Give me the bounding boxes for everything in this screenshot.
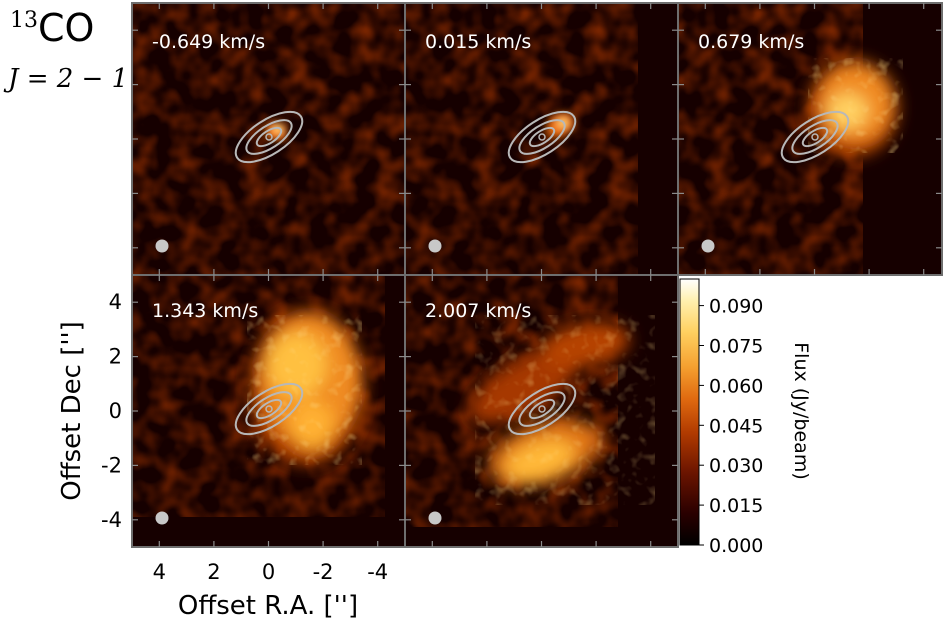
colorbar-ticks: 0.000 0.015 0.030 0.045 0.060 0.075 0.090 <box>699 296 763 557</box>
beam-marker <box>155 511 169 525</box>
channel-panel-1: -0.649 km/s <box>132 3 405 275</box>
velocity-label: -0.649 km/s <box>152 31 265 53</box>
x-tick-label: -4 <box>367 560 388 584</box>
colorbar-tick-label: 0.015 <box>709 495 763 517</box>
beam-marker <box>701 239 715 253</box>
y-axis-label: Offset Dec [''] <box>57 321 87 501</box>
channel-panel-5: 2.007 km/s <box>405 275 678 547</box>
beam-marker <box>428 511 442 525</box>
molecule-name: CO <box>38 6 95 50</box>
y-tick-label: -4 <box>101 508 122 532</box>
velocity-label: 1.343 km/s <box>152 300 258 322</box>
molecule-label: 13CO <box>10 6 94 50</box>
colorbar: 0.000 0.015 0.030 0.045 0.060 0.075 0.090 Flux… <box>679 278 812 557</box>
colorbar-tick-label: 0.060 <box>709 375 763 397</box>
y-tick-labels: 4 2 0 -2 -4 <box>101 290 122 532</box>
channel-panel-3: 0.679 km/s <box>678 3 943 275</box>
colorbar-tick-label: 0.045 <box>709 415 763 437</box>
x-axis-label: Offset R.A. [''] <box>178 591 358 621</box>
y-tick-label: 0 <box>109 399 122 423</box>
colorbar-tick-label: 0.000 <box>709 535 763 557</box>
y-tick-label: -2 <box>101 453 122 477</box>
beam-marker <box>428 239 442 253</box>
y-tick-label: 2 <box>109 345 122 369</box>
colorbar-tick-label: 0.090 <box>709 296 763 318</box>
x-tick-label: 0 <box>262 560 275 584</box>
x-tick-labels: 4 2 0 -2 -4 <box>153 560 389 584</box>
colorbar-label: Flux (Jy/beam) <box>790 342 812 480</box>
isotope-superscript: 13 <box>10 8 38 33</box>
beam-marker <box>155 239 169 253</box>
tick-marks <box>132 3 942 547</box>
velocity-label: 2.007 km/s <box>425 300 531 322</box>
velocity-label: 0.679 km/s <box>698 31 804 53</box>
colorbar-tick-label: 0.030 <box>709 455 763 477</box>
y-tick-label: 4 <box>109 290 122 314</box>
colorbar-tick-label: 0.075 <box>709 336 763 358</box>
x-tick-label: -2 <box>313 560 334 584</box>
channel-panel-4: 1.343 km/s <box>132 275 405 547</box>
transition-label: J = 2 − 1 <box>8 64 129 94</box>
x-tick-label: 2 <box>207 560 220 584</box>
x-tick-label: 4 <box>153 560 166 584</box>
channel-panel-2: 0.015 km/s <box>405 3 678 275</box>
velocity-label: 0.015 km/s <box>425 31 531 53</box>
